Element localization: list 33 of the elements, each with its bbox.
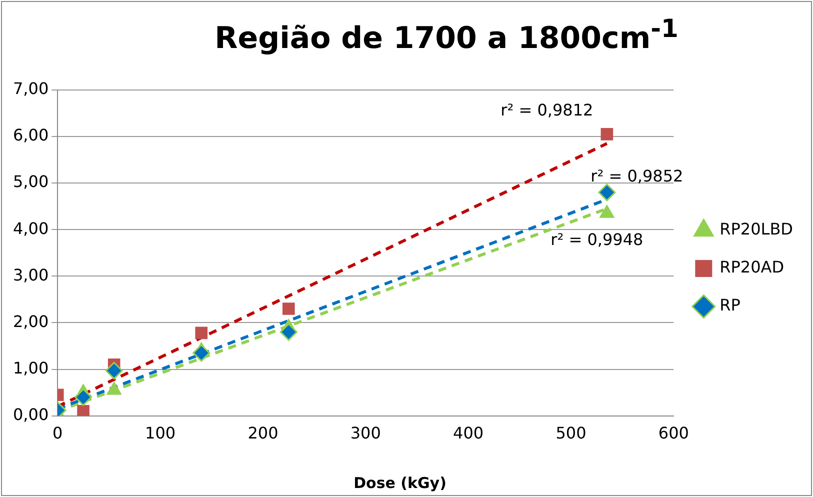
- legend-label: RP: [720, 296, 741, 315]
- point: [282, 302, 295, 315]
- point: [195, 326, 208, 340]
- point: [280, 323, 298, 341]
- x-tick-label: 400: [453, 424, 484, 443]
- annotation: r² = 0,9948: [550, 230, 644, 249]
- point: [106, 382, 122, 395]
- x-tick-label: 100: [145, 424, 176, 443]
- chart-title: Região de 1700 a 1800cm$^{-1}$: [214, 14, 680, 56]
- point: [598, 184, 616, 202]
- x-axis-title: Dose (kGy): [352, 474, 448, 492]
- y-tick-label: 6,00: [13, 126, 49, 145]
- x-tick-label: 600: [658, 424, 689, 443]
- y-tick-label: 4,00: [13, 218, 49, 238]
- annotation: r² = 0,9852: [590, 166, 684, 186]
- x-tick-label: 500: [556, 424, 586, 443]
- y-tick-label: 7,00: [13, 79, 49, 98]
- point: [192, 344, 210, 362]
- annotation: r² = 0,9812: [500, 100, 594, 120]
- point: [105, 362, 123, 380]
- x-tick-label: 200: [248, 424, 278, 443]
- y-tick-label: 3,00: [13, 265, 49, 284]
- point: [600, 128, 614, 140]
- x-tick-label: 300: [350, 424, 381, 443]
- x-tick-label: 0: [52, 424, 63, 443]
- y-tick-label: 2,00: [13, 312, 49, 331]
- point: [77, 404, 90, 416]
- y-tick-label: 1,00: [13, 358, 49, 378]
- point: [74, 388, 92, 406]
- legend-label: RP20LBD: [720, 220, 794, 239]
- y-tick-label: 0,00: [13, 404, 49, 424]
- y-tick-label: 5,00: [13, 172, 49, 192]
- legend-label: RP20AD: [720, 258, 784, 277]
